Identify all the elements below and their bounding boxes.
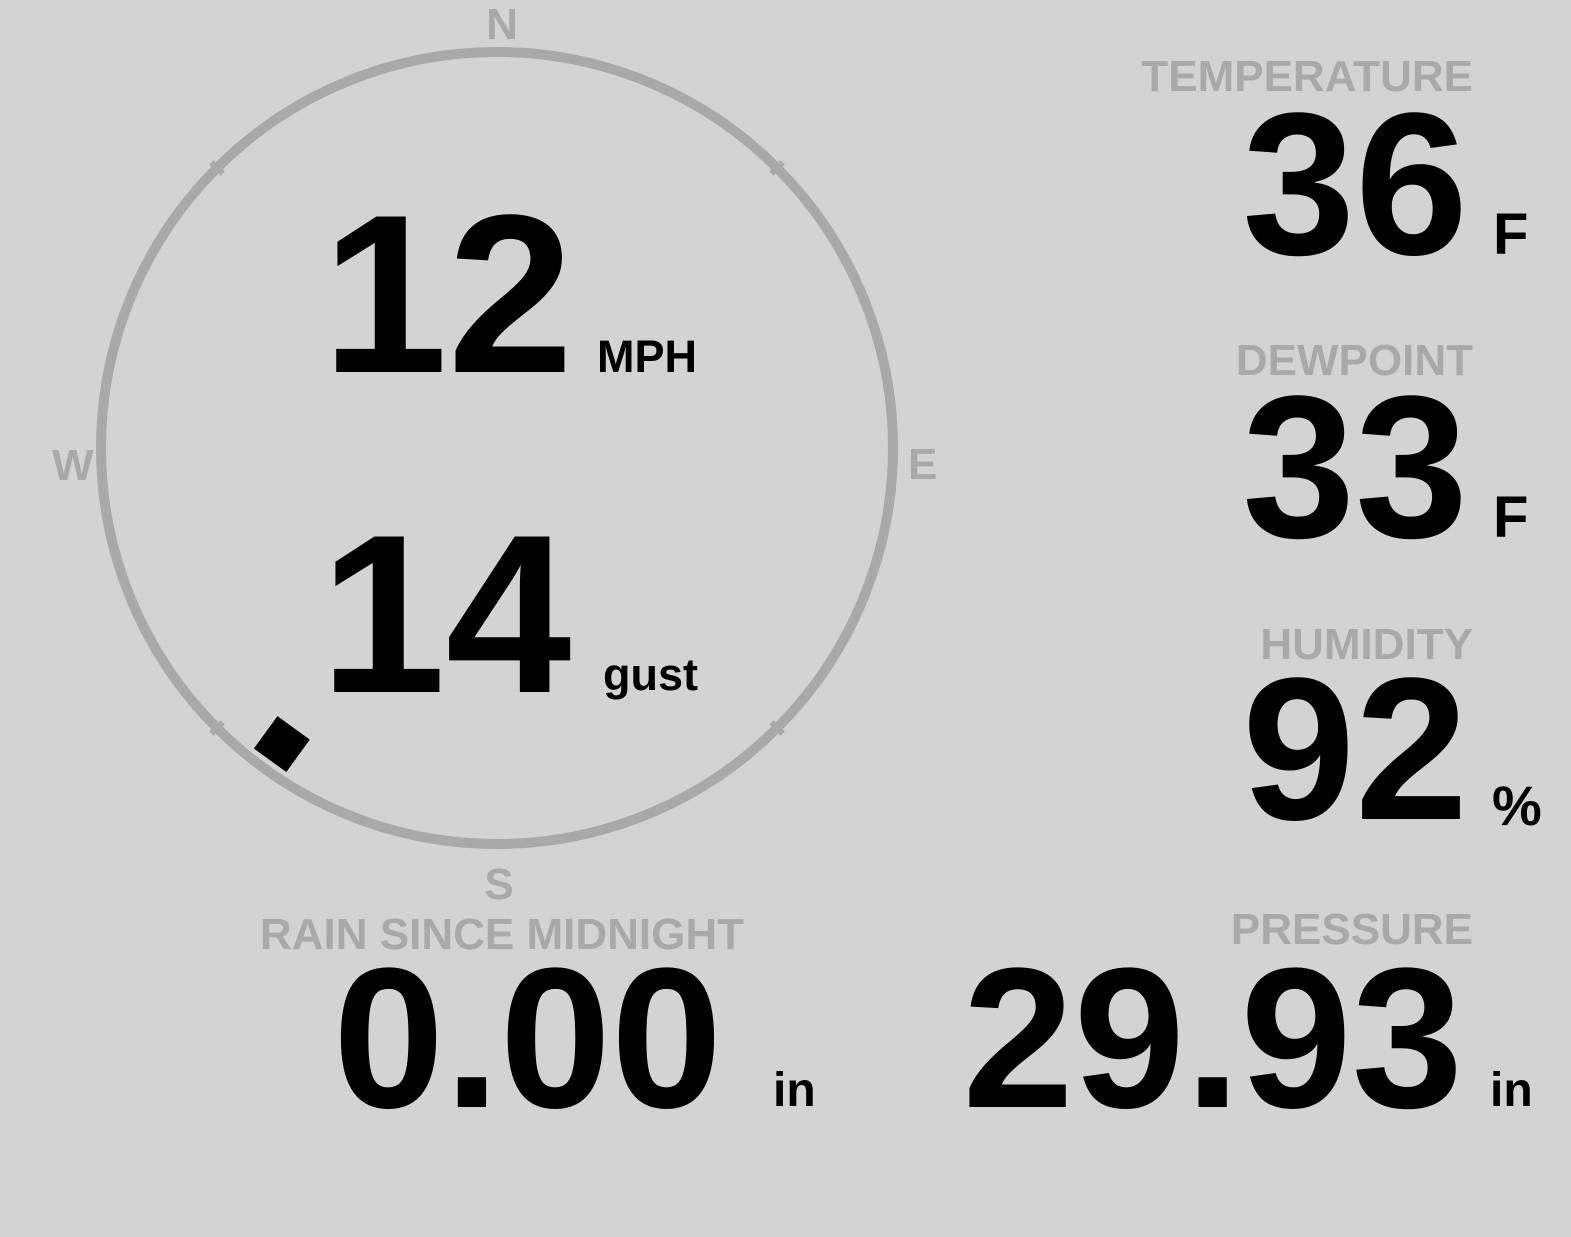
compass-tick <box>769 160 785 176</box>
wind-direction-marker <box>253 716 310 773</box>
compass-ring <box>96 47 898 849</box>
compass-tick <box>209 720 225 736</box>
compass-west-label: W <box>52 441 94 490</box>
humidity-unit: % <box>1492 774 1542 837</box>
compass-tick <box>769 720 785 736</box>
rain-unit: in <box>773 1064 816 1117</box>
rain-label: RAIN SINCE MIDNIGHT <box>260 910 744 959</box>
dewpoint-label: DEWPOINT <box>1235 336 1473 385</box>
temperature-unit: F <box>1493 202 1529 267</box>
temperature-label: TEMPERATURE <box>1141 52 1473 101</box>
humidity-label: HUMIDITY <box>1260 620 1473 669</box>
dewpoint-unit: F <box>1493 485 1529 550</box>
pressure-unit: in <box>1490 1064 1533 1117</box>
pressure-value: 29.93 <box>962 927 1464 1150</box>
wind-speed-unit: MPH <box>597 331 697 382</box>
temperature-value: 36 <box>1242 71 1468 298</box>
compass-east-label: E <box>908 440 938 489</box>
compass-north-label: N <box>486 0 518 49</box>
wind-gust-unit: gust <box>603 649 698 700</box>
wind-gust-value: 14 <box>320 487 572 740</box>
wind-speed-value: 12 <box>322 167 574 420</box>
humidity-value: 92 <box>1242 636 1468 863</box>
compass-south-label: S <box>484 860 514 909</box>
compass-tick <box>209 160 225 176</box>
rain-value: 0.00 <box>333 927 723 1150</box>
pressure-label: PRESSURE <box>1230 905 1473 954</box>
dewpoint-value: 33 <box>1242 354 1468 581</box>
